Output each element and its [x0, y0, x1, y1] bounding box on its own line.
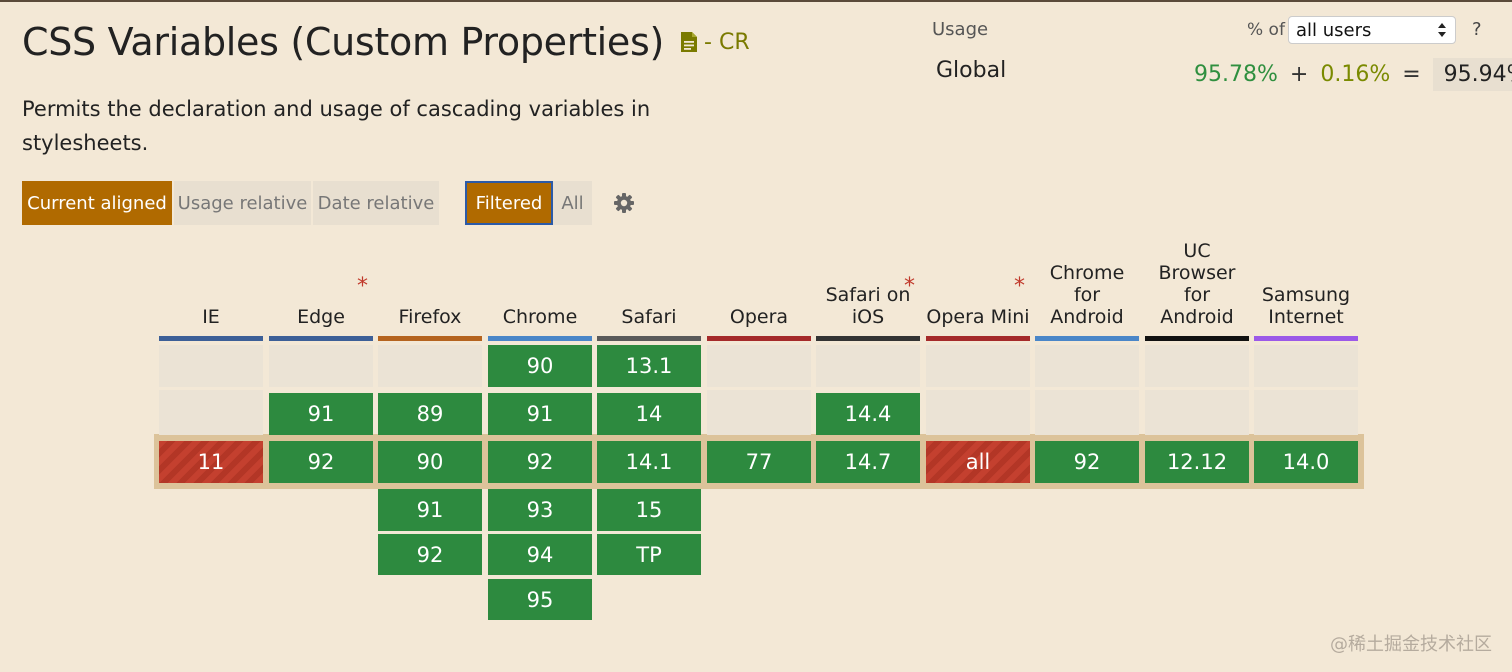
version-cell[interactable]: 89: [378, 393, 482, 435]
date-relative-button[interactable]: Date relative: [313, 181, 439, 225]
browser-bar-firefox: [378, 336, 482, 341]
browser-bar-opera: [707, 336, 811, 341]
version-cell[interactable]: 90: [488, 345, 592, 387]
full-support-percent: 95.78%: [1194, 62, 1278, 87]
all-button[interactable]: All: [553, 181, 592, 225]
version-cell[interactable]: 77: [707, 441, 811, 483]
top-border: [0, 0, 1512, 2]
version-cell[interactable]: 14.4: [816, 393, 920, 435]
empty-cell: [1145, 345, 1249, 387]
version-cell[interactable]: TP: [597, 534, 701, 575]
browser-bar-chrome-for-android: [1035, 336, 1139, 341]
filtered-button[interactable]: Filtered: [465, 181, 553, 225]
total-percent: 95.94%: [1432, 58, 1512, 91]
browser-name-safari[interactable]: Safari: [621, 306, 677, 328]
empty-cell: [926, 390, 1030, 435]
plus-sign: +: [1289, 62, 1309, 87]
empty-cell: [1254, 390, 1358, 435]
version-cell[interactable]: 12.12: [1145, 441, 1249, 483]
browser-name-chrome[interactable]: Chrome: [502, 306, 578, 328]
version-cell[interactable]: 94: [488, 534, 592, 575]
version-cell[interactable]: 91: [488, 393, 592, 435]
browser-bar-opera-mini: [926, 336, 1030, 341]
version-cell[interactable]: 92: [1035, 441, 1139, 483]
select-arrows-icon: [1435, 22, 1449, 38]
version-cell[interactable]: 95: [488, 579, 592, 620]
browser-bar-uc-browser-for-android: [1145, 336, 1249, 341]
empty-cell: [159, 390, 263, 435]
note-asterisk[interactable]: *: [357, 274, 368, 299]
empty-cell: [1035, 390, 1139, 435]
feature-description: Permits the declaration and usage of cas…: [22, 97, 651, 155]
empty-cell: [816, 345, 920, 387]
version-cell[interactable]: 14.7: [816, 441, 920, 483]
browser-name-firefox[interactable]: Firefox: [398, 306, 462, 328]
partial-support-percent: 0.16%: [1320, 62, 1391, 87]
version-cell[interactable]: 14: [597, 393, 701, 435]
empty-cell: [269, 345, 373, 387]
users-select[interactable]: all users: [1288, 16, 1456, 44]
empty-cell: [1145, 390, 1249, 435]
spec-status[interactable]: - CR: [704, 29, 750, 55]
version-cell[interactable]: 92: [488, 441, 592, 483]
version-cell[interactable]: 14.1: [597, 441, 701, 483]
page-title: CSS Variables (Custom Properties): [22, 20, 665, 64]
note-asterisk[interactable]: *: [1014, 274, 1025, 299]
browser-name-uc-browser-for-android[interactable]: UC Browser for Android: [1158, 240, 1236, 328]
browser-name-opera[interactable]: Opera: [729, 306, 789, 328]
empty-cell: [1254, 345, 1358, 387]
browser-name-safari-on-ios[interactable]: Safari on iOS: [825, 284, 911, 328]
version-cell[interactable]: 92: [378, 534, 482, 575]
empty-cell: [707, 345, 811, 387]
usage-numbers: 95.78% + 0.16% = 95.94%: [1194, 58, 1512, 91]
version-cell[interactable]: all: [926, 441, 1030, 483]
equals-sign: =: [1402, 62, 1421, 87]
version-cell[interactable]: 14.0: [1254, 441, 1358, 483]
browser-name-opera-mini[interactable]: Opera Mini: [926, 306, 1030, 328]
document-icon[interactable]: [680, 31, 698, 53]
browser-bar-samsung-internet: [1254, 336, 1358, 341]
percent-of-label: % of: [1247, 20, 1285, 40]
browser-bar-edge: [269, 336, 373, 341]
version-cell[interactable]: 11: [159, 441, 263, 483]
region-label: Global: [936, 58, 1007, 83]
browser-name-chrome-for-android[interactable]: Chrome for Android: [1049, 262, 1125, 328]
users-select-value: all users: [1296, 19, 1372, 41]
note-asterisk[interactable]: *: [904, 274, 915, 299]
browser-name-ie[interactable]: IE: [202, 306, 220, 328]
gear-icon[interactable]: [612, 191, 636, 215]
version-cell[interactable]: 13.1: [597, 345, 701, 387]
empty-cell: [926, 345, 1030, 387]
browser-name-samsung-internet[interactable]: Samsung Internet: [1261, 284, 1351, 328]
version-cell[interactable]: 15: [597, 489, 701, 531]
browser-bar-ie: [159, 336, 263, 341]
watermark: @稀土掘金技术社区: [1330, 634, 1492, 655]
usage-label: Usage: [932, 19, 989, 40]
browser-bar-chrome: [488, 336, 592, 341]
version-cell[interactable]: 92: [269, 441, 373, 483]
feature-header: CSS Variables (Custom Properties) - CR: [22, 20, 750, 64]
empty-cell: [1035, 345, 1139, 387]
browser-bar-safari: [597, 336, 701, 341]
empty-cell: [707, 390, 811, 435]
browser-bar-safari-on-ios: [816, 336, 920, 341]
version-cell[interactable]: 91: [269, 393, 373, 435]
version-cell[interactable]: 90: [378, 441, 482, 483]
browser-name-edge[interactable]: Edge: [297, 306, 345, 328]
version-cell[interactable]: 91: [378, 489, 482, 531]
version-cell[interactable]: 93: [488, 489, 592, 531]
usage-relative-button[interactable]: Usage relative: [174, 181, 311, 225]
empty-cell: [159, 345, 263, 387]
help-link[interactable]: ?: [1472, 19, 1482, 40]
current-aligned-button[interactable]: Current aligned: [22, 181, 172, 225]
empty-cell: [378, 345, 482, 387]
